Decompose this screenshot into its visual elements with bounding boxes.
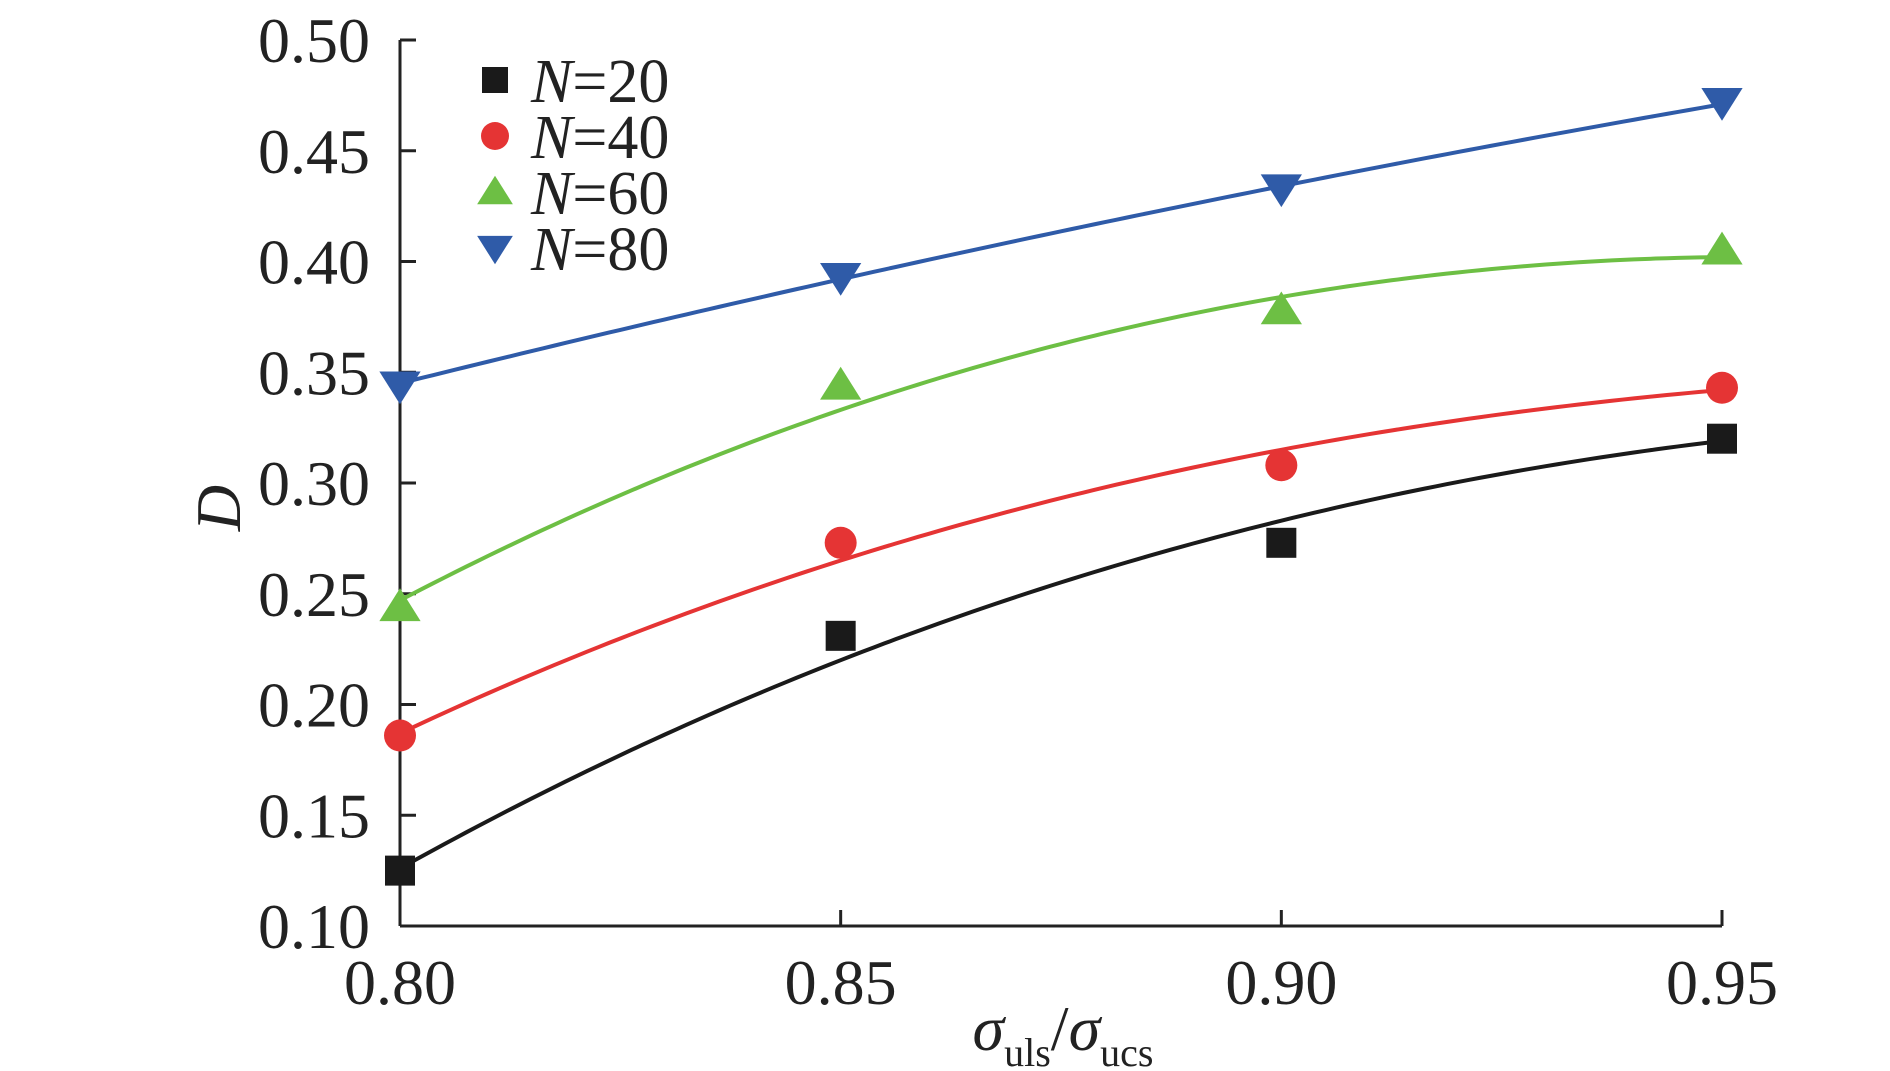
y-tick-label: 0.25 xyxy=(258,559,370,630)
y-tick-label: 0.10 xyxy=(258,891,370,962)
x-axis-title: σuls/σucs xyxy=(973,993,1154,1071)
data-point-series-1 xyxy=(1266,527,1297,558)
x-tick-label: 0.85 xyxy=(785,947,897,1018)
data-point-series-1 xyxy=(1707,423,1737,454)
data-point-series-1 xyxy=(825,620,856,651)
legend-marker-series-1 xyxy=(482,67,508,93)
legend-label-series-3: N=60 xyxy=(530,160,669,228)
legend: N=20N=40N=60N=80 xyxy=(477,48,669,284)
legend-label-series-4: N=80 xyxy=(530,216,669,284)
data-point-series-4 xyxy=(820,262,862,296)
y-ticks: 0.10 0.15 0.20 0.25 0.30 0.35 0.40 0.45 0.50 xyxy=(258,5,416,962)
data-point-series-3 xyxy=(820,366,862,400)
fit-line-series-1 xyxy=(399,438,1723,871)
x-axis-title-separator: / xyxy=(1051,993,1069,1064)
x-tick-label: 0.80 xyxy=(344,947,456,1018)
legend-marker-series-3 xyxy=(477,175,513,205)
fit-lines xyxy=(399,102,1723,871)
data-point-series-4 xyxy=(1701,87,1743,121)
y-axis-title: D xyxy=(183,485,254,532)
y-tick-label: 0.40 xyxy=(258,227,370,298)
data-point-series-2 xyxy=(824,526,857,559)
y-tick-label: 0.30 xyxy=(258,448,370,519)
legend-label-series-2: N=40 xyxy=(530,104,669,172)
markers xyxy=(379,87,1743,886)
data-point-series-3 xyxy=(1260,291,1302,325)
y-tick-label: 0.35 xyxy=(258,337,370,408)
y-tick-label: 0.20 xyxy=(258,670,370,741)
legend-marker-series-2 xyxy=(481,122,509,150)
x-ticks: 0.80 0.85 0.90 0.95 xyxy=(344,910,1778,1018)
data-point-series-1 xyxy=(385,855,415,886)
x-tick-label: 0.90 xyxy=(1225,947,1337,1018)
y-tick-label: 0.15 xyxy=(258,780,370,851)
data-point-series-4 xyxy=(379,371,421,405)
y-tick-label: 0.50 xyxy=(258,5,370,76)
legend-label-series-1: N=20 xyxy=(530,48,669,116)
y-tick-label: 0.45 xyxy=(258,116,370,187)
data-point-series-3 xyxy=(379,588,421,622)
x-axis-title-sub-1: uls xyxy=(1004,1030,1051,1071)
x-tick-label: 0.95 xyxy=(1666,947,1778,1018)
data-point-series-2 xyxy=(384,719,416,752)
x-axis-title-sub-2: ucs xyxy=(1100,1030,1153,1071)
data-point-series-4 xyxy=(1260,174,1302,208)
legend-marker-series-4 xyxy=(477,235,513,265)
x-axis-title-symbol-2: σ xyxy=(1069,993,1103,1064)
data-point-series-2 xyxy=(1265,449,1298,482)
data-point-series-3 xyxy=(1701,231,1743,265)
fit-line-series-2 xyxy=(399,387,1723,736)
data-point-series-2 xyxy=(1706,371,1738,404)
fit-line-series-3 xyxy=(399,255,1723,603)
fit-line-series-4 xyxy=(399,102,1723,386)
x-axis-title-symbol-1: σ xyxy=(973,993,1007,1064)
